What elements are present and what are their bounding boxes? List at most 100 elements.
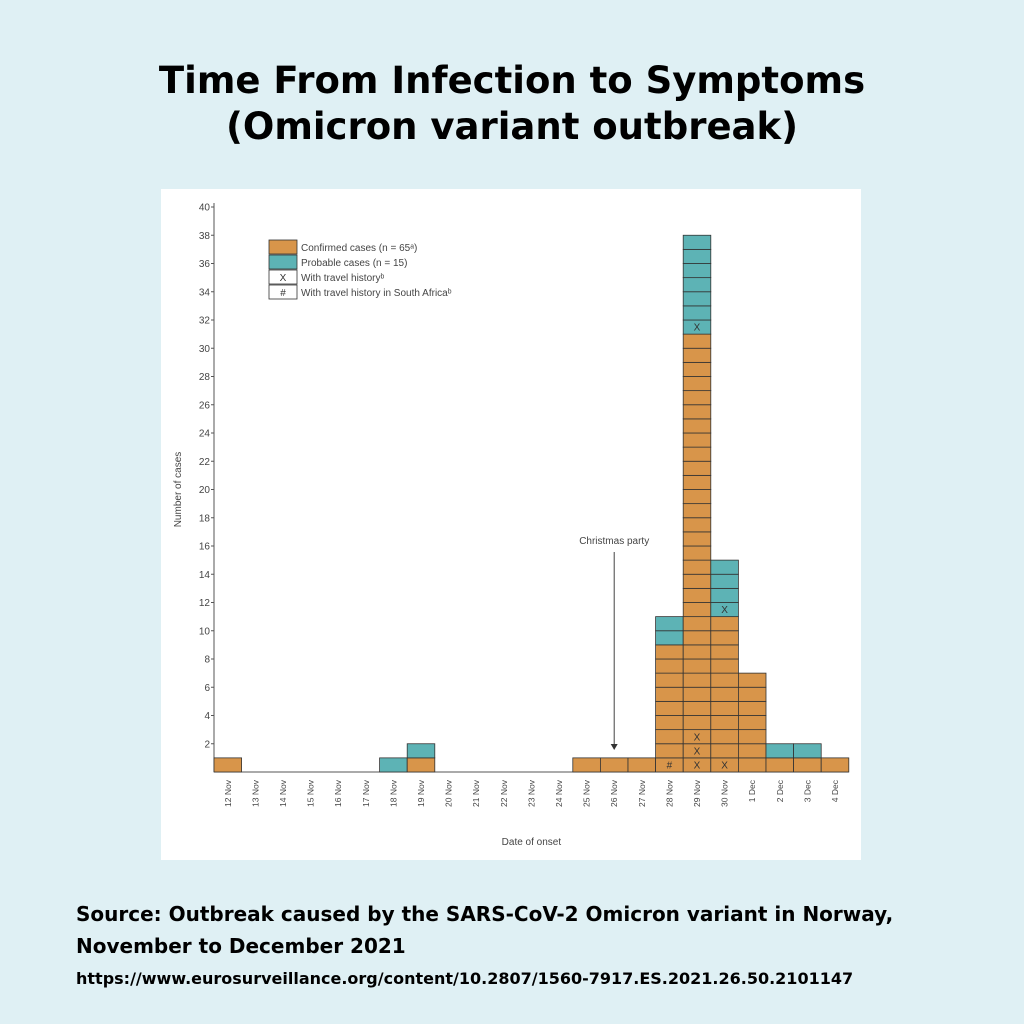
case-cell bbox=[682, 333, 712, 349]
case-cell bbox=[682, 545, 712, 561]
case-cell bbox=[406, 757, 436, 773]
case-cell bbox=[682, 432, 712, 448]
y-tick-label: 10 bbox=[199, 626, 211, 637]
case-cell bbox=[682, 418, 712, 434]
x-tick-label: 26 Nov bbox=[609, 779, 619, 807]
case-cell bbox=[682, 644, 712, 660]
case-cell bbox=[710, 729, 739, 745]
y-tick-label: 28 bbox=[199, 372, 211, 383]
case-cell bbox=[682, 658, 712, 674]
y-tick-label: 34 bbox=[199, 287, 211, 298]
case-cell bbox=[682, 559, 712, 575]
y-tick-label: 38 bbox=[199, 231, 211, 242]
case-cell bbox=[682, 446, 712, 462]
title-line-2: (Omicron variant outbreak) bbox=[225, 105, 799, 148]
x-tick-label: 12 Nov bbox=[223, 779, 233, 807]
x-tick-label: 16 Nov bbox=[333, 779, 343, 807]
case-cell bbox=[682, 277, 712, 293]
y-tick-label: 12 bbox=[199, 598, 211, 609]
case-cell bbox=[710, 743, 739, 759]
case-cell bbox=[710, 587, 739, 603]
case-cell bbox=[765, 743, 795, 759]
y-tick-label: 14 bbox=[199, 570, 211, 581]
legend-symbol: X bbox=[280, 273, 287, 284]
case-cell bbox=[682, 263, 712, 279]
case-cell bbox=[738, 715, 767, 731]
page-title: Time From Infection to Symptoms (Omicron… bbox=[0, 58, 1024, 150]
case-cell bbox=[738, 672, 767, 688]
case-cell bbox=[682, 672, 712, 688]
case-cell bbox=[738, 700, 767, 716]
case-cell bbox=[738, 757, 767, 773]
y-tick-label: 24 bbox=[199, 429, 211, 440]
case-cell bbox=[682, 234, 712, 250]
case-cell bbox=[627, 757, 657, 773]
case-cell bbox=[655, 743, 684, 759]
case-cell bbox=[655, 729, 684, 745]
y-tick-label: 2 bbox=[204, 739, 210, 750]
annotation-arrow-head bbox=[610, 744, 618, 750]
travel-history-marker: X bbox=[694, 746, 701, 757]
y-tick-label: 40 bbox=[199, 203, 211, 214]
case-cell bbox=[682, 616, 712, 632]
case-cell bbox=[710, 672, 739, 688]
x-tick-label: 25 Nov bbox=[582, 779, 592, 807]
case-cell bbox=[655, 658, 684, 674]
case-cell bbox=[710, 573, 739, 589]
source-url[interactable]: https://www.eurosurveillance.org/content… bbox=[76, 969, 854, 988]
x-tick-label: 18 Nov bbox=[388, 779, 398, 807]
annotation-label: Christmas party bbox=[579, 536, 649, 547]
y-tick-label: 20 bbox=[199, 485, 211, 496]
case-cell bbox=[655, 644, 684, 660]
case-cell bbox=[710, 700, 739, 716]
x-tick-label: 15 Nov bbox=[306, 779, 316, 807]
travel-history-marker: X bbox=[694, 323, 701, 334]
x-tick-label: 3 Dec bbox=[802, 779, 812, 802]
case-cell bbox=[655, 686, 684, 702]
legend-label: Probable cases (n = 15) bbox=[301, 258, 407, 269]
y-tick-label: 22 bbox=[199, 457, 211, 468]
case-cell bbox=[682, 630, 712, 646]
case-cell bbox=[682, 376, 712, 392]
case-cell bbox=[793, 743, 822, 759]
x-tick-label: 23 Nov bbox=[526, 779, 536, 807]
case-cell bbox=[682, 587, 712, 603]
legend-label: Confirmed cases (n = 65ᵃ) bbox=[301, 243, 417, 254]
x-tick-label: 17 Nov bbox=[361, 779, 371, 807]
x-tick-label: 24 Nov bbox=[554, 779, 564, 807]
travel-history-marker: X bbox=[721, 761, 728, 772]
x-axis-label: Date of onset bbox=[502, 837, 562, 848]
case-cell bbox=[710, 715, 739, 731]
y-tick-label: 30 bbox=[199, 344, 211, 355]
x-tick-label: 2 Dec bbox=[775, 779, 785, 802]
case-cell bbox=[599, 757, 629, 773]
case-cell bbox=[572, 757, 601, 773]
y-axis-label: Number of cases bbox=[173, 452, 184, 528]
case-cell bbox=[682, 347, 712, 363]
case-cell bbox=[655, 630, 684, 646]
legend-label: With travel history in South Africaᵇ bbox=[301, 288, 452, 299]
case-cell bbox=[682, 531, 712, 547]
case-cell bbox=[682, 573, 712, 589]
case-cell bbox=[379, 757, 408, 773]
y-tick-label: 8 bbox=[204, 655, 210, 666]
legend-swatch bbox=[268, 284, 298, 300]
x-tick-label: 28 Nov bbox=[664, 779, 674, 807]
x-tick-label: 13 Nov bbox=[250, 779, 260, 807]
x-tick-label: 27 Nov bbox=[637, 779, 647, 807]
legend-swatch bbox=[268, 239, 298, 255]
chart-panel: 2 4 6 8 10 12 14 16 18 20 22 24 26 28 30 32 34 36 38 40 Numb… bbox=[161, 189, 861, 860]
case-cell bbox=[682, 686, 712, 702]
case-cell bbox=[406, 743, 436, 759]
case-cell bbox=[682, 489, 712, 505]
y-tick-label: 32 bbox=[199, 316, 211, 327]
case-cell bbox=[820, 757, 850, 773]
case-cell bbox=[710, 616, 739, 632]
case-cell bbox=[682, 715, 712, 731]
travel-history-marker: X bbox=[694, 761, 701, 772]
title-line-1: Time From Infection to Symptoms bbox=[158, 59, 866, 102]
case-cell bbox=[738, 686, 767, 702]
legend-swatch bbox=[268, 254, 298, 270]
case-cell bbox=[682, 291, 712, 307]
case-cell bbox=[655, 672, 684, 688]
